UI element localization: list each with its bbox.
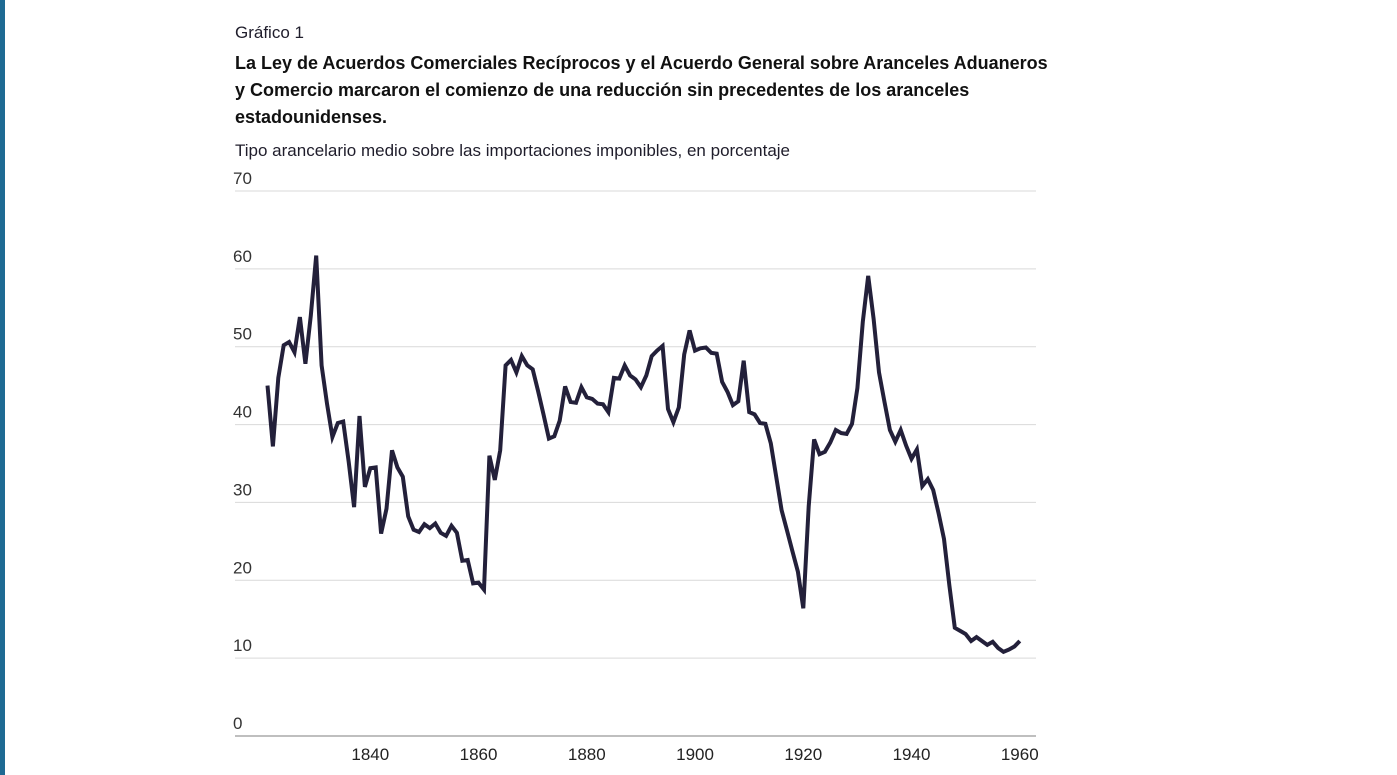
y-tick-label-10: 10	[233, 636, 252, 655]
y-tick-label-70: 70	[233, 169, 252, 188]
chart-subtitle: Tipo arancelario medio sobre las importa…	[235, 141, 790, 160]
x-tick-label-1840: 1840	[351, 745, 389, 764]
y-tick-label-50: 50	[233, 325, 252, 344]
series-layer	[265, 255, 1022, 655]
y-tick-label-20: 20	[233, 558, 252, 577]
y-tick-label-0: 0	[233, 714, 242, 733]
x-tick-label-1920: 1920	[784, 745, 822, 764]
y-tick-label-30: 30	[233, 480, 252, 499]
left-accent-bar	[0, 0, 5, 775]
grid-lines	[235, 190, 1036, 737]
chart-title: La Ley de Acuerdos Comerciales Recíproco…	[235, 53, 1048, 127]
x-axis-ticks: 1840 1860 1880 1900 1920 1940 1960	[351, 745, 1038, 764]
y-axis-ticks: 0 10 20 30 40 50 60 70	[233, 169, 252, 733]
x-tick-label-1900: 1900	[676, 745, 714, 764]
series-line-0	[265, 255, 1022, 655]
x-tick-label-1860: 1860	[460, 745, 498, 764]
y-tick-label-40: 40	[233, 403, 252, 422]
chart-kicker: Gráfico 1	[235, 23, 304, 42]
y-tick-label-60: 60	[233, 247, 252, 266]
x-tick-label-1940: 1940	[893, 745, 931, 764]
x-tick-label-1880: 1880	[568, 745, 606, 764]
x-tick-label-1960: 1960	[1001, 745, 1039, 764]
